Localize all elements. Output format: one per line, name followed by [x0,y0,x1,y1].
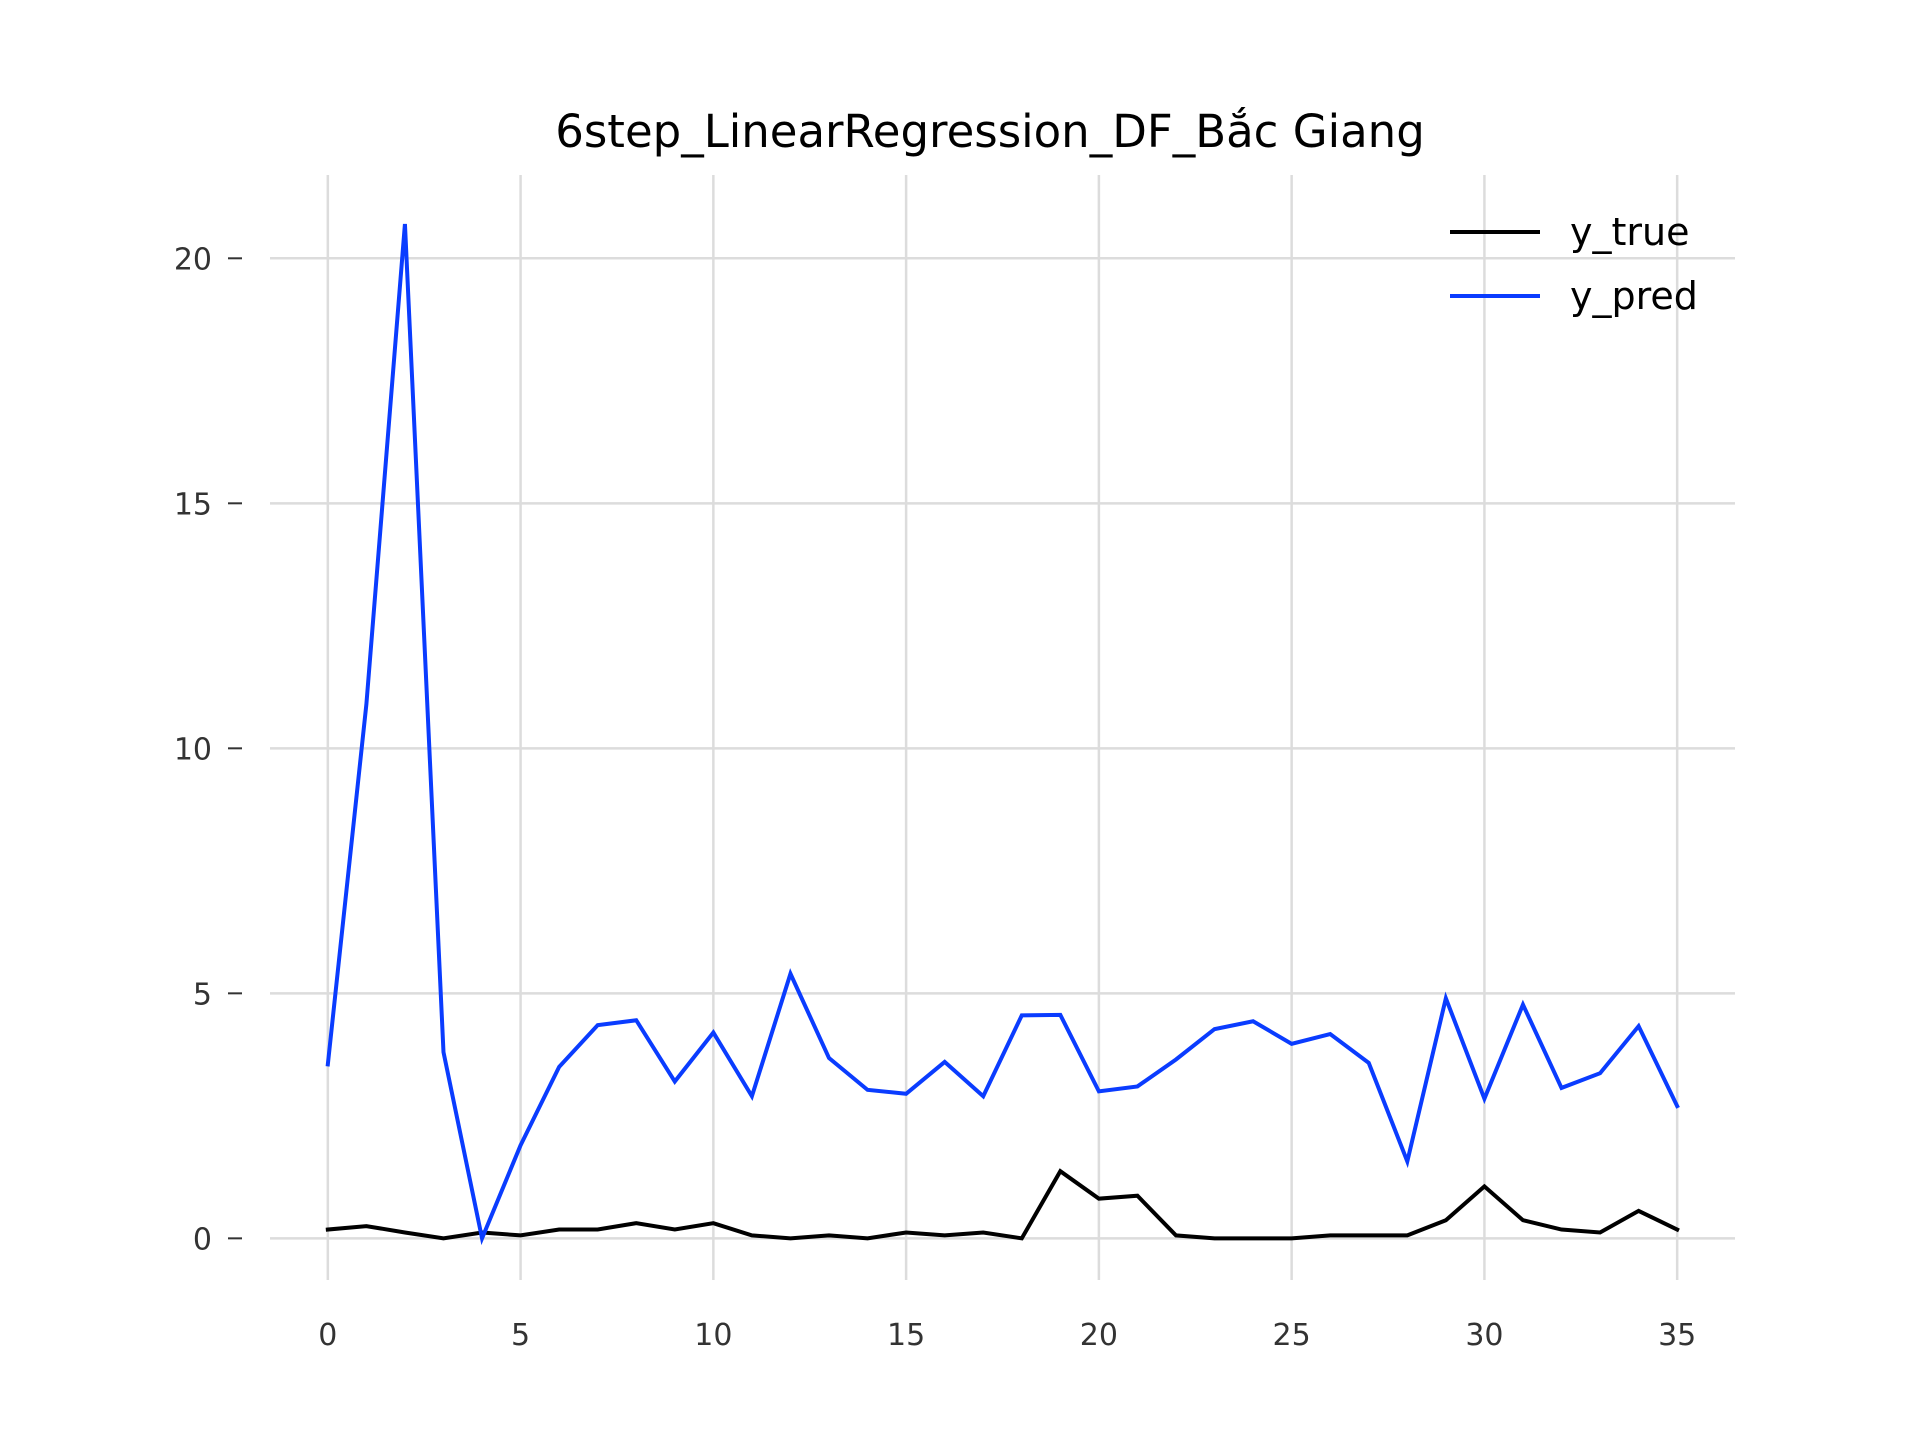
chart-title: 6step_LinearRegression_DF_Bắc Giang [555,105,1425,158]
y-tick-label: 5 [193,977,212,1012]
y-tick-label: 15 [174,487,212,522]
legend-label-y-true: y_true [1570,210,1689,254]
x-tick-label: 25 [1273,1318,1311,1353]
series-line-y-pred [325,223,1680,1246]
y-tick-label: 10 [174,732,212,767]
x-tick-label: 15 [887,1318,925,1353]
x-tick-label: 0 [318,1318,337,1353]
y-tick-label: 0 [193,1222,212,1257]
x-tick-label: 10 [694,1318,732,1353]
legend-label-y-pred: y_pred [1570,274,1698,318]
x-tick-label: 35 [1658,1318,1696,1353]
x-tick-label: 20 [1080,1318,1118,1353]
y-tick-label: 20 [174,242,212,277]
grid [270,175,1735,1280]
x-axis: 0 5 10 15 20 25 30 35 [318,1318,1696,1353]
series-group [325,223,1680,1246]
legend: y_true y_pred [1450,210,1698,318]
y-axis: 0 5 10 15 20 [174,242,242,1257]
x-tick-label: 5 [511,1318,530,1353]
x-tick-label: 30 [1465,1318,1503,1353]
series-line-y-true [325,1168,1680,1241]
